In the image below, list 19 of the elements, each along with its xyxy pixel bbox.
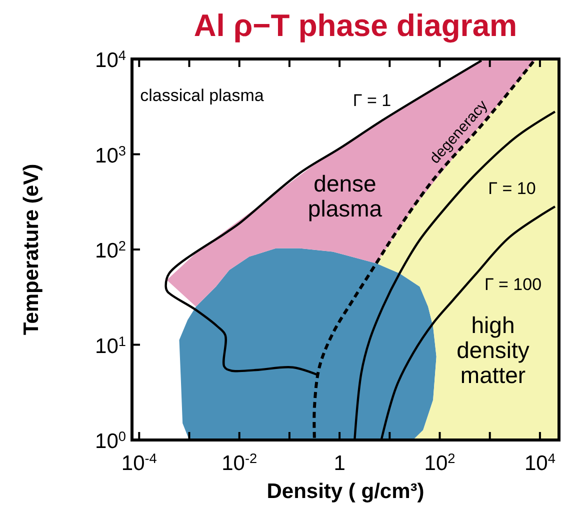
y-tick-label: 10$^{2}$ [95, 238, 126, 262]
y-tick-label: 10$^{4}$ [95, 48, 126, 72]
y-tick-label: 10$^{3}$ [95, 142, 126, 168]
y-tick-label: 10$^{0}$ [95, 428, 126, 453]
x-tick-label: 10$^{-4}$ [121, 450, 158, 475]
x-tick-label: 10$^{-2}$ [222, 450, 258, 475]
x-tick-label: 10$^{4}$ [524, 450, 556, 475]
annotation: Γ = 1 [352, 90, 392, 110]
annotation: high density matter [456, 312, 530, 388]
annotation: dense plasma [308, 170, 382, 222]
annotation: classical plasma [140, 86, 264, 105]
x-tick-label: 1 [334, 452, 346, 475]
x-axis-title: Density ( g/cm³) [266, 480, 424, 503]
x-tick-label: 10$^{2}$ [424, 450, 456, 475]
chart-title: Al ρ−T phase diagram [194, 8, 518, 43]
y-tick-label: 10$^{1}$ [95, 333, 126, 358]
annotation: Γ = 10 [488, 178, 536, 198]
y-axis-title: Temperature (eV) [20, 164, 43, 336]
annotation: Γ = 100 [484, 274, 542, 294]
